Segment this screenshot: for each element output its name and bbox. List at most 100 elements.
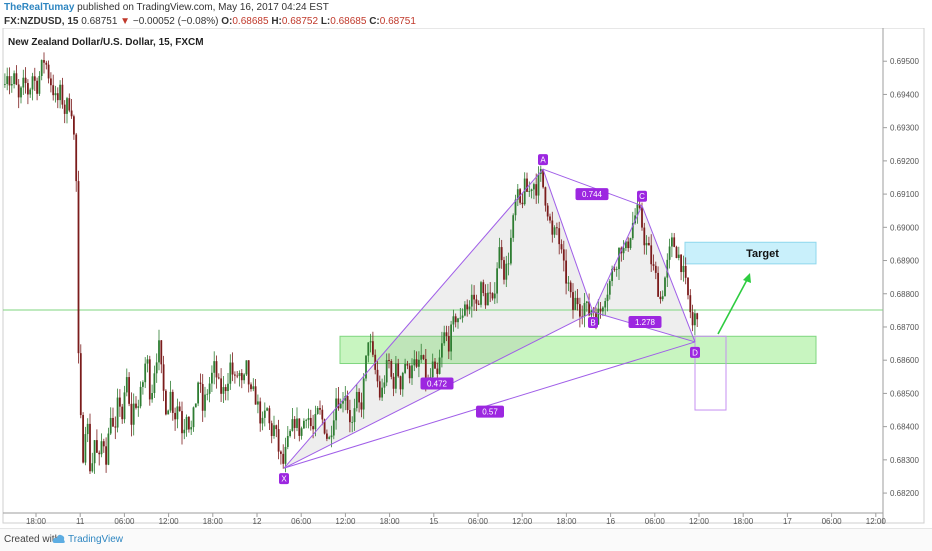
- candle-body: [4, 84, 6, 85]
- candle-body: [183, 429, 186, 434]
- y-tick-label: 0.68700: [890, 323, 919, 332]
- candle-body: [116, 397, 119, 428]
- candle-body: [312, 426, 314, 430]
- x-tick-label: 06:00: [114, 517, 135, 526]
- candle-body: [61, 84, 64, 105]
- x-tick-label: 12:00: [689, 517, 710, 526]
- candle-body: [500, 247, 503, 261]
- candle-body: [397, 363, 400, 377]
- low-value: 0.68685: [330, 16, 367, 27]
- candle-body: [408, 365, 411, 379]
- candle-body: [56, 93, 59, 101]
- candle-body: [645, 242, 648, 246]
- candle-body: [622, 248, 625, 254]
- candle-body: [275, 425, 278, 430]
- candle-body: [342, 400, 344, 404]
- candle-body: [553, 227, 556, 235]
- candle-body: [480, 282, 482, 305]
- x-tick-label: 18:00: [556, 517, 577, 526]
- candle-body: [392, 376, 395, 389]
- candle-body: [73, 116, 75, 135]
- candle-body: [638, 204, 641, 208]
- candle-body: [585, 301, 588, 304]
- price-chart[interactable]: 0.69500 0.69400 0.69300 0.69200 0.69100 0.690…: [0, 28, 932, 528]
- candle-body: [128, 377, 130, 404]
- candle-body: [567, 282, 570, 284]
- candle-body: [415, 359, 418, 367]
- down-arrow-icon: ▼: [120, 16, 131, 27]
- candle-body: [286, 436, 289, 447]
- candle-body: [277, 429, 280, 452]
- candle-body: [558, 228, 561, 245]
- support-zone: [339, 335, 817, 365]
- x-tick-label: 18:00: [203, 517, 224, 526]
- candle-body: [93, 440, 96, 464]
- candle-body: [579, 304, 581, 317]
- candle-body: [365, 355, 367, 379]
- candle-body: [68, 98, 71, 111]
- candle-body: [224, 387, 227, 392]
- x-tick-label: 18:00: [26, 517, 47, 526]
- candle-body: [450, 324, 452, 352]
- candle-body: [215, 361, 218, 378]
- bullish-arrow-icon: [717, 277, 749, 335]
- symbol-label: FX:NZDUSD, 15: [4, 16, 79, 27]
- candle-body: [445, 332, 448, 336]
- candle-body: [608, 281, 611, 295]
- candle-body: [323, 419, 326, 434]
- candle-body: [631, 223, 634, 239]
- candle-body: [263, 410, 266, 418]
- candle-body: [399, 376, 402, 390]
- candle-body: [24, 77, 27, 84]
- candle-body: [441, 343, 443, 358]
- author-name[interactable]: TheRealTumay: [4, 2, 75, 13]
- candle-body: [280, 451, 282, 454]
- candle-body: [160, 340, 163, 365]
- candle-body: [418, 359, 420, 367]
- x-tick-label: 06:00: [468, 517, 489, 526]
- created-with-text: Created with: [4, 534, 61, 545]
- candle-body: [424, 358, 427, 381]
- candle-body: [261, 417, 264, 424]
- low-label: L:: [320, 16, 331, 27]
- candle-body: [611, 268, 613, 282]
- candle-body: [546, 205, 549, 217]
- candle-body: [45, 62, 48, 65]
- candle-body: [489, 292, 492, 294]
- candle-body: [629, 238, 632, 249]
- candle-body: [13, 73, 15, 85]
- candle-body: [220, 378, 222, 394]
- x-tick-label: 17: [783, 517, 792, 526]
- candle-body: [284, 446, 287, 464]
- publish-info: TheRealTumay published on TradingView.co…: [4, 2, 329, 13]
- candle-body: [360, 402, 363, 410]
- candle-body: [54, 93, 57, 96]
- candle-body: [353, 408, 356, 423]
- candle-body: [326, 433, 328, 439]
- candle-body: [544, 187, 547, 206]
- candle-body: [344, 396, 347, 401]
- candle-body: [687, 277, 689, 296]
- candle-body: [420, 355, 423, 360]
- candle-body: [291, 419, 294, 431]
- candle-body: [431, 361, 434, 378]
- candle-body: [535, 184, 538, 196]
- ratio-label: 0.472: [427, 379, 448, 388]
- candle-body: [542, 168, 544, 188]
- candle-body: [503, 260, 505, 280]
- candle-body: [484, 293, 487, 306]
- candle-body: [316, 407, 319, 414]
- ac-line: [542, 168, 643, 207]
- tradingview-link[interactable]: TradingView: [68, 534, 124, 545]
- candle-body: [641, 207, 643, 228]
- candle-body: [119, 397, 121, 407]
- candle-body: [10, 84, 13, 86]
- candle-body: [516, 189, 519, 200]
- candle-body: [178, 406, 181, 412]
- candle-body: [282, 453, 285, 464]
- candle-body: [135, 403, 137, 408]
- candle-body: [664, 277, 666, 297]
- chart-title: New Zealand Dollar/U.S. Dollar, 15, FXCM: [8, 37, 204, 48]
- candle-body: [337, 398, 340, 409]
- candle-body: [114, 426, 117, 428]
